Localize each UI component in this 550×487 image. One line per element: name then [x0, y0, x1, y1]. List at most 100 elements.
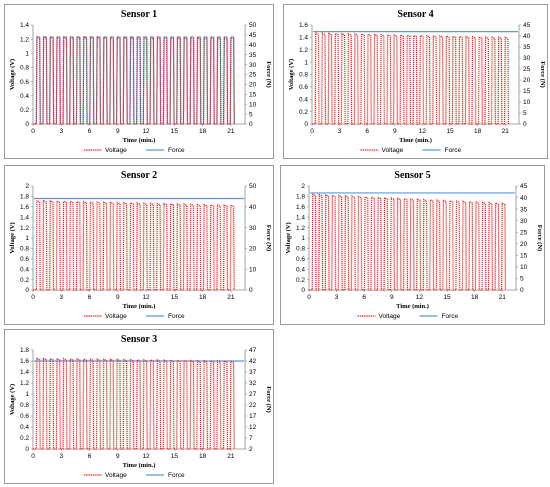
y2-tick-label: 5 [523, 110, 527, 117]
x-tick-label: 12 [142, 128, 150, 135]
x-tick-label: 18 [471, 294, 479, 301]
x-tick-label: 6 [88, 128, 92, 135]
legend-force-label: Force [168, 313, 185, 320]
y2-tick-label: 50 [249, 22, 257, 29]
y-tick-label: 0 [25, 121, 29, 128]
y2-tick-label: 32 [249, 380, 257, 387]
y-tick-label: 1.4 [296, 214, 305, 221]
chart-svg-sensor-2: Sensor 200.20.40.60.811.21.41.61.8201020… [9, 170, 272, 320]
voltage-series-line [33, 357, 235, 450]
x-tick-label: 3 [59, 128, 63, 135]
y2-tick-label: 0 [249, 287, 253, 294]
y-tick-label: 1 [304, 59, 308, 66]
y-tick-label: 0.6 [20, 413, 29, 420]
y-tick-label: 1.2 [296, 225, 305, 232]
y-tick-label: 0 [301, 287, 305, 294]
y-tick-label: 0.6 [20, 79, 29, 86]
x-tick-label: 12 [142, 453, 150, 460]
voltage-series-line [312, 32, 510, 125]
y2-tick-label: 12 [249, 424, 257, 431]
y2-tick-label: 30 [249, 62, 257, 69]
y-axis-label: Voltage (V) [9, 384, 16, 415]
x-tick-label: 6 [365, 128, 369, 135]
y2-tick-label: 45 [249, 32, 257, 39]
x-tick-label: 15 [171, 453, 179, 460]
y2-tick-label: 10 [249, 266, 257, 273]
y2-tick-label: 2 [249, 446, 253, 453]
chart-svg-sensor-1: Sensor 100.20.40.60.811.21.4051015202530… [9, 9, 272, 154]
y-tick-label: 0.8 [20, 246, 29, 253]
x-tick-label: 18 [474, 128, 482, 135]
y-tick-label: 1.6 [20, 204, 29, 211]
x-tick-label: 21 [227, 294, 235, 301]
y2-tick-label: 5 [520, 276, 524, 283]
y2-axis-label: Force (N) [265, 386, 272, 412]
x-tick-label: 6 [362, 294, 366, 301]
y-tick-label: 1.8 [296, 194, 305, 201]
x-tick-label: 15 [446, 128, 454, 135]
y2-tick-label: 37 [249, 369, 257, 376]
x-tick-label: 12 [416, 294, 424, 301]
y2-tick-label: 35 [249, 52, 257, 59]
y-tick-label: 0.8 [299, 72, 308, 79]
y2-tick-label: 35 [523, 44, 531, 51]
voltage-series-line [309, 193, 507, 291]
chart-title: Sensor 1 [121, 9, 157, 20]
y-tick-label: 1 [25, 391, 29, 398]
y2-tick-label: 15 [520, 253, 528, 260]
x-tick-label: 12 [419, 128, 427, 135]
y2-tick-label: 25 [523, 66, 531, 73]
x-tick-label: 0 [31, 453, 35, 460]
y-tick-label: 1 [301, 235, 305, 242]
chart-panel-sensor-5: Sensor 5 0 0.2 0.4 0.6 0.8 1 1.2 1.4 1.6 1.8 2 0 5 10 1… [280, 165, 545, 325]
y-tick-label: 2 [25, 183, 29, 190]
y-tick-label: 1.6 [296, 204, 305, 211]
chart-title: Sensor 4 [397, 9, 433, 20]
x-tick-label: 12 [142, 294, 150, 301]
y-tick-label: 0.6 [20, 256, 29, 263]
y-axis-label: Voltage (V) [9, 222, 16, 253]
x-tick-label: 18 [199, 128, 207, 135]
chart-title: Sensor 3 [121, 334, 157, 345]
chart-title: Sensor 2 [121, 170, 157, 181]
chart-title: Sensor 5 [394, 170, 430, 181]
y2-axis-label: Force (N) [265, 225, 272, 251]
y2-tick-label: 25 [520, 229, 528, 236]
y2-tick-label: 17 [249, 413, 257, 420]
y-tick-label: 1.2 [20, 380, 29, 387]
x-axis-label: Time (min.) [123, 462, 156, 469]
x-tick-label: 3 [335, 294, 339, 301]
x-tick-label: 9 [116, 294, 120, 301]
y-tick-label: 0.8 [20, 402, 29, 409]
x-tick-label: 15 [443, 294, 451, 301]
y-tick-label: 1.4 [20, 369, 29, 376]
x-axis-label: Time (min.) [123, 303, 156, 310]
legend-voltage-label: Voltage [105, 147, 127, 154]
y-tick-label: 1.6 [299, 22, 308, 29]
x-axis-label: Time (min.) [396, 303, 429, 310]
x-tick-label: 15 [171, 294, 179, 301]
chart-svg-sensor-4: Sensor 4 0 0.2 0.4 0.6 0.8 1 1.2 1.4 1.6 0 5 10 15 20 2… [288, 9, 546, 154]
y-tick-label: 1.2 [20, 225, 29, 232]
y-tick-label: 0.8 [20, 65, 29, 72]
y2-tick-label: 35 [520, 206, 528, 213]
y2-tick-label: 40 [520, 195, 528, 202]
y2-tick-label: 7 [249, 435, 253, 442]
y2-tick-label: 22 [249, 402, 257, 409]
x-tick-label: 0 [31, 128, 35, 135]
x-tick-label: 9 [390, 294, 394, 301]
y2-tick-label: 15 [249, 92, 257, 99]
y-tick-label: 0.6 [299, 84, 308, 91]
y2-tick-label: 50 [249, 183, 257, 190]
y2-tick-label: 15 [523, 88, 531, 95]
y2-axis-label: Force (N) [539, 61, 546, 87]
y2-tick-label: 20 [249, 82, 257, 89]
y-axis-label: Voltage (V) [288, 59, 295, 90]
y-tick-label: 0.6 [296, 256, 305, 263]
y-axis-label: Voltage (V) [9, 59, 16, 90]
y2-tick-label: 10 [249, 101, 257, 108]
legend-voltage-label: Voltage [382, 147, 404, 154]
y-tick-label: 1.2 [20, 36, 29, 43]
y2-tick-label: 5 [249, 111, 253, 118]
chart-panel-sensor-4: Sensor 4 0 0.2 0.4 0.6 0.8 1 1.2 1.4 1.6 0 5 10 15 20 2… [283, 4, 548, 159]
